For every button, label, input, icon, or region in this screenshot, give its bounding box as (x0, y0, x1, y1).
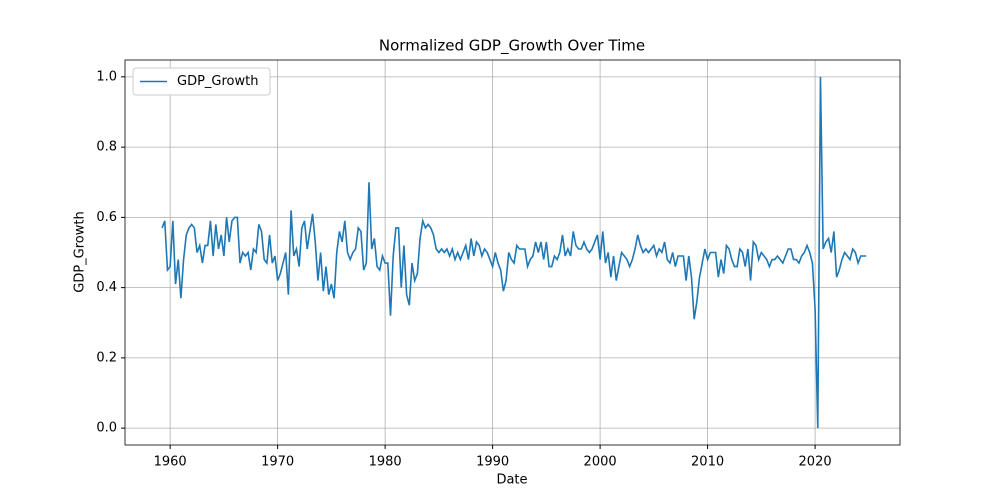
x-tick-label: 1980 (369, 455, 402, 470)
y-axis-label: GDP_Growth (73, 211, 88, 292)
x-tick-label: 1970 (261, 455, 294, 470)
y-tick-label: 0.2 (96, 350, 117, 365)
x-tick-label: 2020 (799, 455, 832, 470)
x-tick-label: 1960 (154, 455, 187, 470)
x-tick-label: 1990 (476, 455, 509, 470)
x-tick-label: 2010 (691, 455, 724, 470)
legend-box (132, 67, 271, 96)
y-tick-label: 0.4 (96, 280, 117, 295)
plot-frame (124, 59, 901, 446)
chart-title: Normalized GDP_Growth Over Time (379, 37, 645, 56)
y-tick-label: 0.6 (96, 210, 117, 225)
x-tick-label: 2000 (584, 455, 617, 470)
data-line (161, 76, 867, 429)
y-tick-label: 1.0 (96, 69, 117, 84)
y-tick-label: 0.0 (96, 421, 117, 436)
y-tick-label: 0.8 (96, 140, 117, 155)
x-axis-label: Date (496, 473, 527, 488)
legend-label: GDP_Growth (177, 74, 258, 89)
